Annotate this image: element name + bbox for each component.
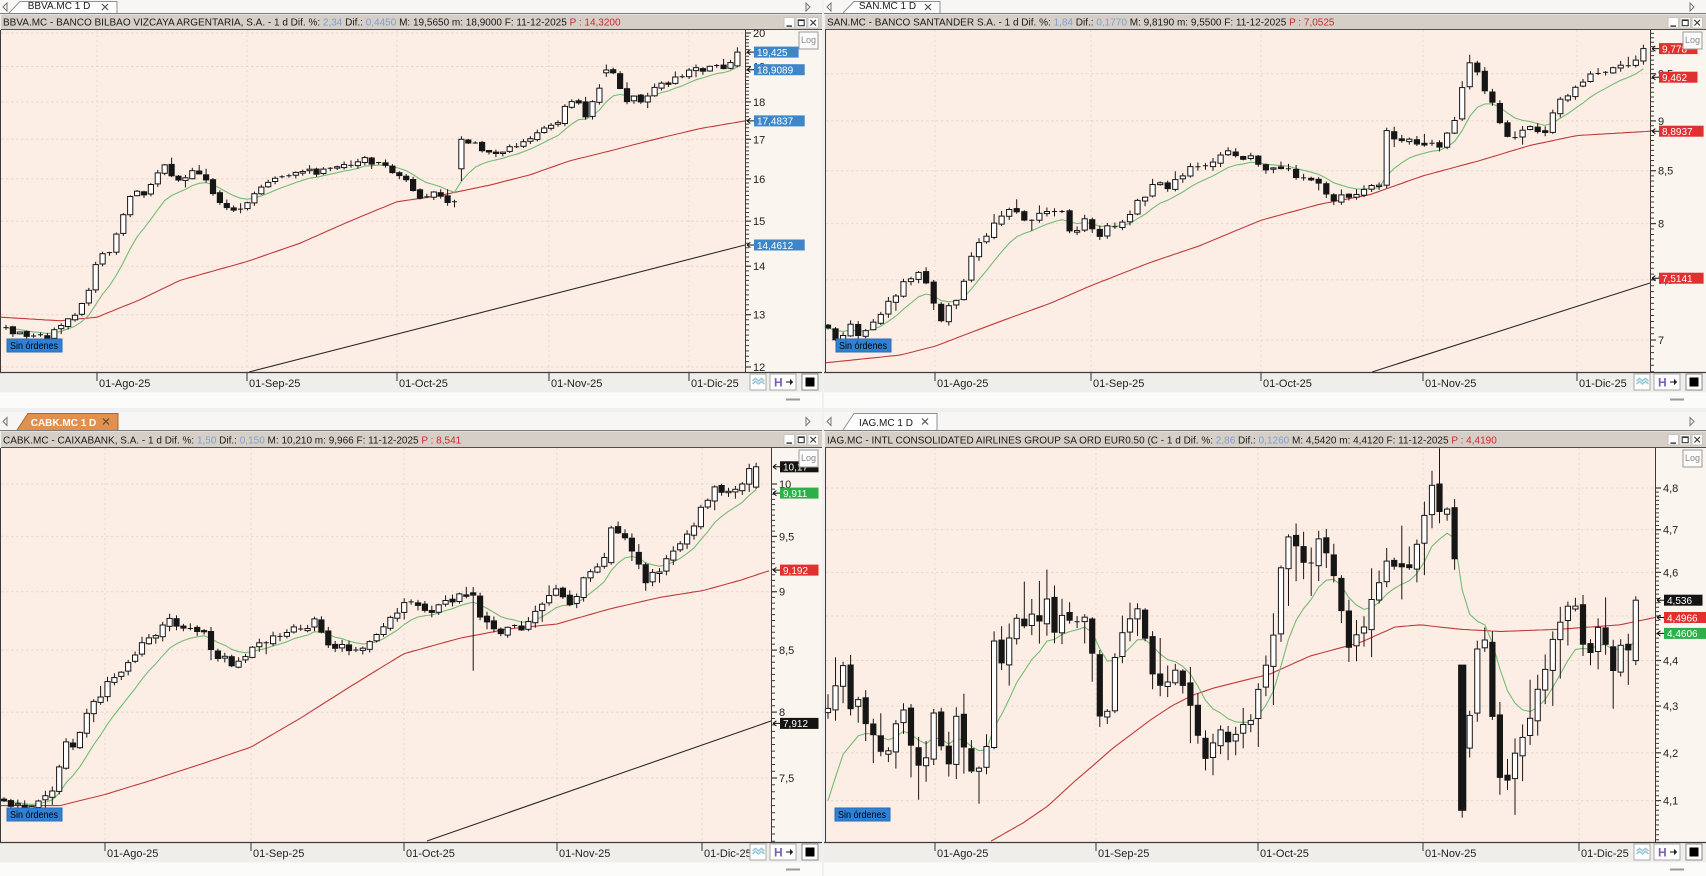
- svg-text:4,3: 4,3: [1663, 701, 1678, 713]
- svg-text:7,912: 7,912: [783, 719, 808, 730]
- svg-text:7,5: 7,5: [779, 773, 794, 785]
- svg-text:9,462: 9,462: [1662, 73, 1687, 84]
- svg-text:01-Sep-25: 01-Sep-25: [249, 378, 300, 390]
- svg-text:Sin órdenes: Sin órdenes: [839, 341, 887, 352]
- svg-text:9: 9: [1658, 116, 1664, 128]
- svg-text:01-Dic-25: 01-Dic-25: [704, 848, 752, 860]
- svg-text:01-Dic-25: 01-Dic-25: [1581, 848, 1629, 860]
- svg-text:4,4606: 4,4606: [1667, 629, 1698, 640]
- svg-text:8: 8: [1658, 219, 1664, 231]
- svg-text:01-Nov-25: 01-Nov-25: [559, 848, 610, 860]
- svg-text:01-Oct-25: 01-Oct-25: [406, 848, 455, 860]
- svg-text:19,425: 19,425: [757, 48, 788, 59]
- svg-text:IAG.MC 1 D: IAG.MC 1 D: [859, 418, 913, 429]
- svg-text:9,911: 9,911: [783, 489, 808, 500]
- svg-text:Log: Log: [1685, 453, 1700, 463]
- svg-text:4,2: 4,2: [1663, 748, 1678, 760]
- svg-text:8,8937: 8,8937: [1662, 127, 1693, 138]
- svg-text:01-Sep-25: 01-Sep-25: [1098, 848, 1149, 860]
- svg-text:SAN.MC - BANCO SANTANDER S.A.: SAN.MC - BANCO SANTANDER S.A. - 1 d Dif.…: [827, 18, 1335, 29]
- svg-text:H: H: [774, 846, 783, 860]
- svg-text:14,4612: 14,4612: [757, 241, 794, 252]
- svg-text:Log: Log: [801, 453, 816, 463]
- svg-text:9,778: 9,778: [1662, 44, 1687, 55]
- svg-text:01-Dic-25: 01-Dic-25: [1579, 378, 1627, 390]
- svg-text:IAG.MC - INTL CONSOLIDATED AIR: IAG.MC - INTL CONSOLIDATED AIRLINES GROU…: [827, 436, 1497, 447]
- svg-text:01-Sep-25: 01-Sep-25: [253, 848, 304, 860]
- svg-text:8,5: 8,5: [1658, 166, 1673, 178]
- svg-text:9,5: 9,5: [779, 531, 794, 543]
- svg-text:17: 17: [753, 134, 765, 146]
- svg-text:01-Dic-25: 01-Dic-25: [691, 378, 739, 390]
- svg-text:4,8: 4,8: [1663, 483, 1678, 495]
- svg-text:01-Nov-25: 01-Nov-25: [1425, 848, 1476, 860]
- svg-text:01-Nov-25: 01-Nov-25: [551, 378, 602, 390]
- svg-text:9,192: 9,192: [783, 566, 808, 577]
- svg-text:7: 7: [1658, 335, 1664, 347]
- svg-text:10,17: 10,17: [783, 463, 808, 474]
- svg-text:9: 9: [779, 587, 785, 599]
- svg-text:CABK.MC 1 D: CABK.MC 1 D: [31, 418, 97, 429]
- svg-text:01-Oct-25: 01-Oct-25: [1263, 378, 1312, 390]
- svg-text:01-Nov-25: 01-Nov-25: [1425, 378, 1476, 390]
- svg-text:CABK.MC - CAIXABANK, S.A. - 1: CABK.MC - CAIXABANK, S.A. - 1 d Dif. %: …: [3, 436, 462, 447]
- svg-text:4,4966: 4,4966: [1667, 613, 1698, 624]
- svg-text:Sin órdenes: Sin órdenes: [10, 341, 58, 352]
- svg-text:Log: Log: [801, 35, 816, 45]
- svg-text:01-Ago-25: 01-Ago-25: [107, 848, 158, 860]
- svg-text:H: H: [774, 376, 783, 390]
- svg-text:4,1: 4,1: [1663, 796, 1678, 808]
- svg-text:4,7: 4,7: [1663, 525, 1678, 537]
- svg-text:8: 8: [779, 707, 785, 719]
- svg-text:8,5: 8,5: [779, 645, 794, 657]
- svg-text:Sin órdenes: Sin órdenes: [10, 810, 58, 821]
- svg-text:01-Ago-25: 01-Ago-25: [99, 378, 150, 390]
- svg-text:13: 13: [753, 310, 765, 322]
- svg-text:01-Ago-25: 01-Ago-25: [937, 378, 988, 390]
- svg-text:18: 18: [753, 97, 765, 109]
- svg-text:01-Oct-25: 01-Oct-25: [1260, 848, 1309, 860]
- svg-text:H: H: [1658, 376, 1667, 390]
- svg-text:Log: Log: [1685, 35, 1700, 45]
- svg-text:01-Sep-25: 01-Sep-25: [1093, 378, 1144, 390]
- svg-text:12: 12: [753, 362, 765, 374]
- svg-text:4,6: 4,6: [1663, 567, 1678, 579]
- svg-text:4,536: 4,536: [1667, 596, 1692, 607]
- svg-text:7,5141: 7,5141: [1662, 274, 1693, 285]
- svg-text:01-Ago-25: 01-Ago-25: [937, 848, 988, 860]
- svg-text:Sin órdenes: Sin órdenes: [838, 810, 886, 821]
- svg-text:20: 20: [753, 28, 765, 40]
- svg-text:16: 16: [753, 174, 765, 186]
- svg-text:BBVA.MC - BANCO BILBAO VIZCAYA: BBVA.MC - BANCO BILBAO VIZCAYA ARGENTARI…: [3, 18, 621, 29]
- svg-text:17,4837: 17,4837: [757, 117, 794, 128]
- svg-text:SAN.MC 1 D: SAN.MC 1 D: [859, 1, 916, 12]
- svg-text:4,4: 4,4: [1663, 656, 1678, 668]
- svg-text:H: H: [1658, 846, 1667, 860]
- svg-text:15: 15: [753, 216, 765, 228]
- svg-text:18,9089: 18,9089: [757, 66, 794, 77]
- svg-text:BBVA.MC 1 D: BBVA.MC 1 D: [28, 1, 91, 12]
- svg-text:01-Oct-25: 01-Oct-25: [399, 378, 448, 390]
- svg-text:14: 14: [753, 261, 765, 273]
